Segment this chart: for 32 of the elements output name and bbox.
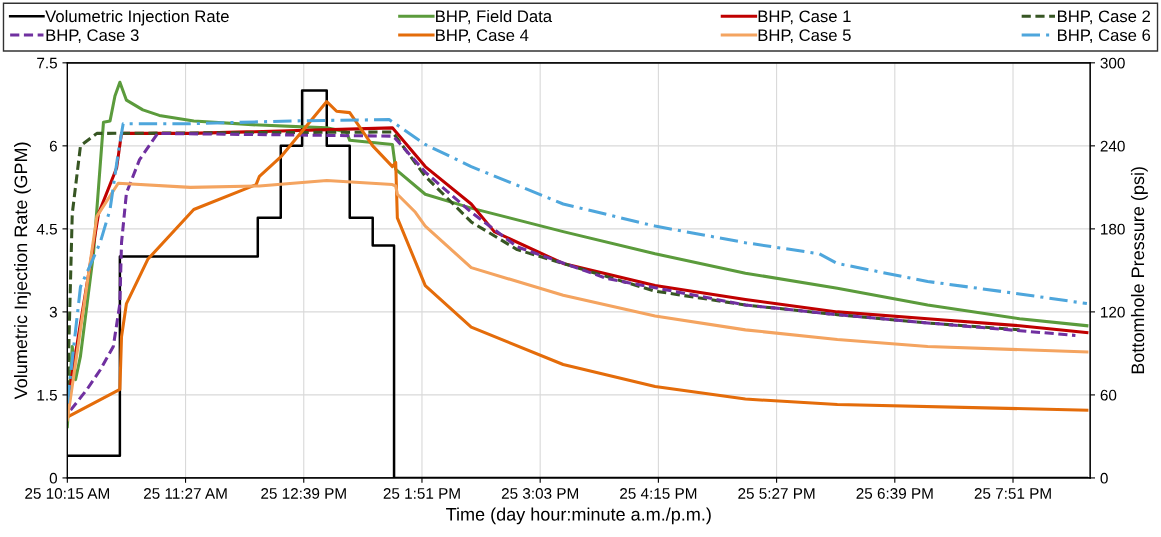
legend-label: BHP, Case 5: [758, 29, 851, 44]
x-tick-label: 25 6:39 PM: [856, 488, 933, 499]
y-tick-label: 0: [49, 472, 58, 484]
y2-tick-label: 180: [1101, 223, 1125, 235]
y2-tick-label: 120: [1101, 306, 1125, 318]
legend-label: BHP, Case 2: [1058, 10, 1151, 25]
x-tick-label: 25 7:51 PM: [974, 488, 1051, 499]
y2-tick-label: 300: [1100, 57, 1125, 69]
legend-label: Volumetric Injection Rate: [45, 9, 229, 26]
x-tick-label: 25 3:03 PM: [501, 488, 578, 499]
legend-label: BHP, Case 3: [46, 29, 139, 44]
y-tick-label: 4.5: [36, 223, 57, 235]
legend-label: BHP, Case 1: [758, 10, 851, 25]
y-tick-label: 7.5: [37, 57, 57, 69]
y-tick-label: 6: [49, 140, 57, 152]
x-tick-label: 25 12:39 PM: [261, 488, 346, 499]
y-axis-title: Volumetric Injection Rate (GPM): [13, 142, 31, 400]
x-tick-label: 25 1:51 PM: [383, 488, 460, 499]
x-tick-label: 25 4:15 PM: [620, 488, 697, 499]
y-tick-label: 1.5: [37, 389, 57, 401]
x-tick-label: 25 10:15 AM: [25, 488, 109, 499]
x-axis-title: Time (day hour:minute a.m./p.m.): [446, 507, 711, 525]
y2-tick-label: 60: [1100, 389, 1117, 401]
legend-label: BHP, Case 4: [436, 29, 529, 44]
x-tick-label: 25 5:27 PM: [738, 488, 815, 499]
y2-tick-label: 240: [1100, 140, 1125, 152]
x-tick-label: 25 11:27 AM: [143, 488, 227, 499]
legend-label: BHP, Field Data: [436, 9, 553, 25]
y2-tick-label: 0: [1100, 472, 1108, 484]
y2-axis-title: Bottomhole Pressure (psi): [1130, 167, 1148, 374]
legend-label: BHP, Case 6: [1058, 29, 1151, 44]
y-tick-label: 3: [49, 306, 57, 318]
